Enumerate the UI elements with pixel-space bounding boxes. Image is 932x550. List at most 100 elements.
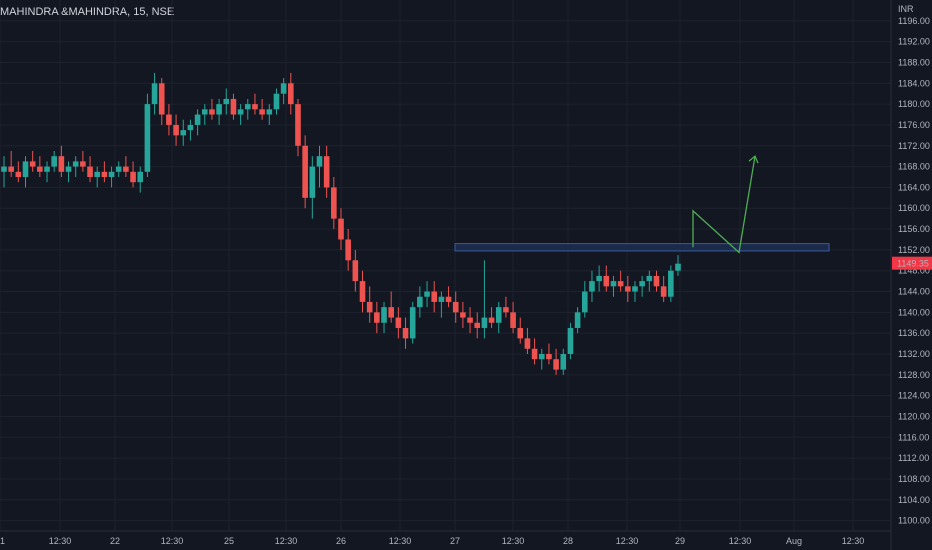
candle-body[interactable] bbox=[560, 354, 567, 370]
candle-body[interactable] bbox=[187, 124, 194, 131]
candle-body[interactable] bbox=[424, 291, 430, 297]
candle-body[interactable] bbox=[632, 286, 638, 292]
candle-body[interactable] bbox=[137, 171, 144, 183]
candle-body[interactable] bbox=[581, 291, 588, 313]
candle-body[interactable] bbox=[201, 109, 208, 115]
candle-body[interactable] bbox=[646, 275, 653, 282]
candle-body[interactable] bbox=[123, 166, 129, 172]
candle-body[interactable] bbox=[223, 98, 230, 105]
candle-body[interactable] bbox=[130, 171, 136, 183]
candle-body[interactable] bbox=[51, 156, 57, 167]
candle-body[interactable] bbox=[115, 166, 122, 172]
candle-body[interactable] bbox=[495, 307, 502, 323]
resistance-zone[interactable] bbox=[454, 243, 830, 252]
candle-body[interactable] bbox=[338, 218, 344, 240]
candle-body[interactable] bbox=[402, 327, 409, 339]
candle-body[interactable] bbox=[668, 270, 674, 297]
candle-body[interactable] bbox=[22, 161, 29, 177]
candle-body[interactable] bbox=[467, 317, 473, 323]
candle-body[interactable] bbox=[503, 307, 509, 313]
candle-body[interactable] bbox=[567, 327, 574, 354]
candle-body[interactable] bbox=[524, 338, 531, 349]
candle-body[interactable] bbox=[58, 156, 65, 172]
candle-body[interactable] bbox=[531, 348, 538, 360]
candle-body[interactable] bbox=[209, 109, 215, 115]
candle-body[interactable] bbox=[144, 104, 151, 172]
candle-body[interactable] bbox=[101, 171, 108, 177]
candle-body[interactable] bbox=[194, 114, 201, 125]
candle-body[interactable] bbox=[237, 109, 244, 115]
candle-body[interactable] bbox=[302, 145, 308, 198]
candle-body[interactable] bbox=[273, 93, 280, 110]
candle-body[interactable] bbox=[244, 104, 251, 110]
candle-body[interactable] bbox=[323, 156, 330, 188]
candle-body[interactable] bbox=[345, 239, 351, 261]
candle-body[interactable] bbox=[108, 171, 115, 177]
candle-body[interactable] bbox=[72, 161, 79, 167]
candle-body[interactable] bbox=[173, 124, 179, 136]
candle-body[interactable] bbox=[546, 354, 552, 360]
candle-body[interactable] bbox=[388, 307, 394, 318]
candle-body[interactable] bbox=[617, 281, 624, 287]
candle-body[interactable] bbox=[553, 359, 559, 370]
candle-body[interactable] bbox=[510, 312, 516, 328]
projection-arrow[interactable] bbox=[692, 156, 756, 254]
candle-body[interactable] bbox=[452, 301, 459, 313]
candle-body[interactable] bbox=[675, 263, 681, 271]
candle-body[interactable] bbox=[481, 317, 488, 328]
candle-body[interactable] bbox=[431, 291, 438, 302]
candle-body[interactable] bbox=[538, 354, 545, 360]
candle-body[interactable] bbox=[409, 307, 416, 339]
candle-body[interactable] bbox=[44, 166, 50, 172]
candle-body[interactable] bbox=[180, 130, 187, 136]
price-tick-label: 1160.00 bbox=[898, 203, 930, 213]
candle-body[interactable] bbox=[266, 109, 273, 115]
candle-body[interactable] bbox=[352, 260, 359, 282]
candle-body[interactable] bbox=[29, 161, 36, 167]
candle-body[interactable] bbox=[381, 307, 387, 323]
candle-body[interactable] bbox=[603, 275, 610, 287]
candle-body[interactable] bbox=[65, 166, 72, 172]
candle-body[interactable] bbox=[259, 109, 265, 115]
candle-body[interactable] bbox=[517, 327, 524, 339]
candle-body[interactable] bbox=[574, 312, 581, 328]
candle-body[interactable] bbox=[87, 166, 93, 177]
price-tick-label: 1192.00 bbox=[898, 37, 930, 47]
candle-body[interactable] bbox=[359, 281, 366, 302]
candle-body[interactable] bbox=[216, 104, 222, 115]
candle-body[interactable] bbox=[488, 317, 495, 323]
candle-body[interactable] bbox=[94, 171, 101, 177]
candle-body[interactable] bbox=[460, 312, 466, 318]
candle-body[interactable] bbox=[374, 312, 380, 323]
candle-body[interactable] bbox=[316, 156, 323, 167]
candle-body[interactable] bbox=[589, 281, 595, 292]
candle-body[interactable] bbox=[252, 104, 258, 110]
candle-body[interactable] bbox=[395, 317, 402, 328]
candle-body[interactable] bbox=[474, 322, 481, 328]
candle-body[interactable] bbox=[309, 166, 316, 198]
candle-body[interactable] bbox=[166, 114, 172, 125]
candle-body[interactable] bbox=[295, 104, 301, 146]
candle-body[interactable] bbox=[158, 83, 165, 115]
candle-body[interactable] bbox=[37, 166, 43, 172]
candle-body[interactable] bbox=[230, 98, 237, 115]
candle-body[interactable] bbox=[625, 286, 631, 292]
candle-body[interactable] bbox=[331, 187, 337, 219]
candle-body[interactable] bbox=[8, 166, 14, 172]
candle-body[interactable] bbox=[366, 301, 373, 313]
candle-body[interactable] bbox=[151, 83, 158, 105]
candle-body[interactable] bbox=[610, 281, 617, 287]
candle-body[interactable] bbox=[445, 296, 452, 302]
candle-body[interactable] bbox=[280, 83, 287, 94]
candle-body[interactable] bbox=[653, 275, 660, 287]
candle-body[interactable] bbox=[15, 171, 22, 177]
candle-body[interactable] bbox=[660, 286, 667, 297]
candle-body[interactable] bbox=[438, 296, 445, 302]
candle-body[interactable] bbox=[80, 161, 86, 167]
candle-body[interactable] bbox=[417, 296, 423, 308]
candle-body[interactable] bbox=[1, 166, 7, 172]
candle-body[interactable] bbox=[288, 83, 294, 105]
candle-body[interactable] bbox=[639, 281, 645, 287]
candle-body[interactable] bbox=[596, 275, 602, 282]
